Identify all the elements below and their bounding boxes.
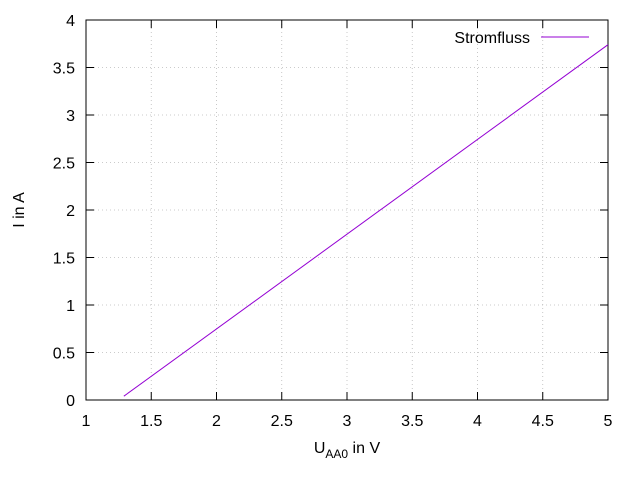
- x-tick-label: 5: [604, 413, 613, 430]
- x-axis-label: UAA0 in V: [314, 440, 381, 461]
- x-tick-label: 4.5: [532, 413, 554, 430]
- y-tick-label: 1.5: [53, 251, 75, 268]
- series-layer: [123, 44, 609, 397]
- x-axis-label-subscript: AA0: [325, 447, 348, 461]
- x-axis-label-main: U: [314, 440, 326, 457]
- y-tick-label: 1: [66, 298, 75, 315]
- x-tick-label: 3: [343, 413, 352, 430]
- series-line-0: [123, 44, 609, 397]
- x-tick-label: 3.5: [401, 413, 423, 430]
- x-axis-label-unit: in V: [348, 440, 380, 457]
- axis-ticks: 1 1.5 2 2.5 3 3.5 4 4.5 5 0 0.5 1 1.5 2 2.5 3 3.5 4: [53, 13, 613, 430]
- y-tick-label: 3: [66, 108, 75, 125]
- legend: Stromfluss: [454, 30, 589, 47]
- y-axis-label: I in A: [11, 192, 28, 228]
- grid: [86, 20, 608, 400]
- y-tick-label: 2: [66, 203, 75, 220]
- legend-label: Stromfluss: [454, 30, 530, 47]
- y-tick-label: 4: [66, 13, 75, 30]
- x-tick-label: 2.5: [271, 413, 293, 430]
- y-tick-label: 0: [66, 393, 75, 410]
- y-tick-label: 0.5: [53, 346, 75, 363]
- x-tick-label: 1: [82, 413, 91, 430]
- x-tick-label: 4: [473, 413, 482, 430]
- x-tick-label: 2: [212, 413, 221, 430]
- x-tick-label: 1.5: [140, 413, 162, 430]
- y-tick-label: 3.5: [53, 61, 75, 78]
- y-tick-label: 2.5: [53, 156, 75, 173]
